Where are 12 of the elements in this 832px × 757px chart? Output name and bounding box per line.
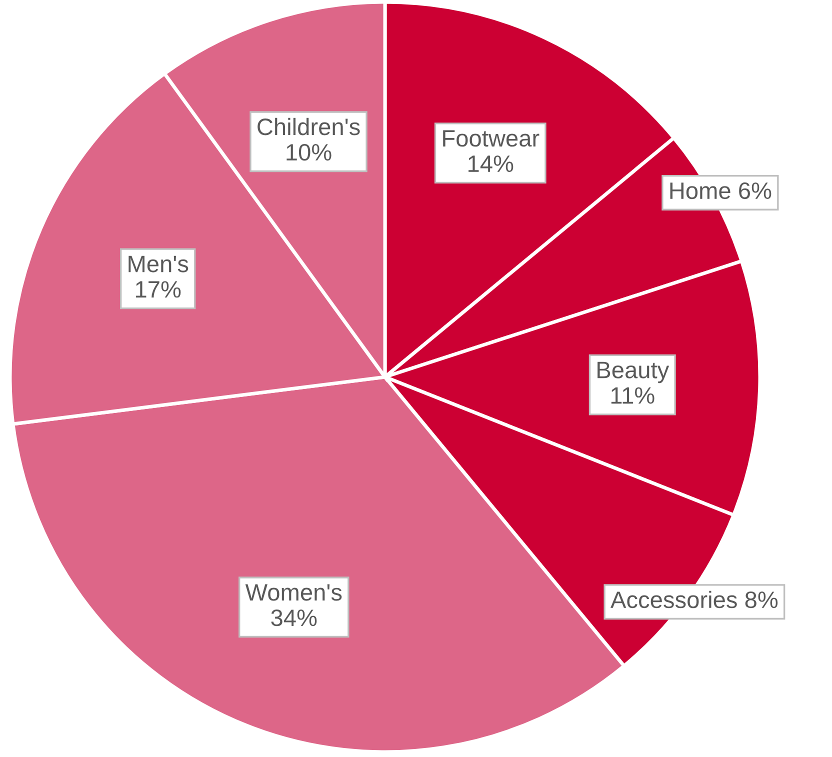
data-label: 10% (286, 144, 332, 161)
data-label: 14% (468, 155, 514, 172)
slice-label: Men's (128, 256, 188, 272)
slice-label: Footwear (443, 130, 540, 147)
slice-label: Women's (245, 584, 342, 601)
data-label: 11% (611, 387, 654, 404)
slice-label: Beauty (598, 362, 670, 384)
slice-label: Accessories 8% (610, 590, 778, 608)
slice-label: Home 6% (670, 182, 772, 200)
data-label: 17% (136, 281, 181, 298)
data-label: 34% (271, 609, 317, 626)
slice-label: Children's (258, 118, 360, 136)
